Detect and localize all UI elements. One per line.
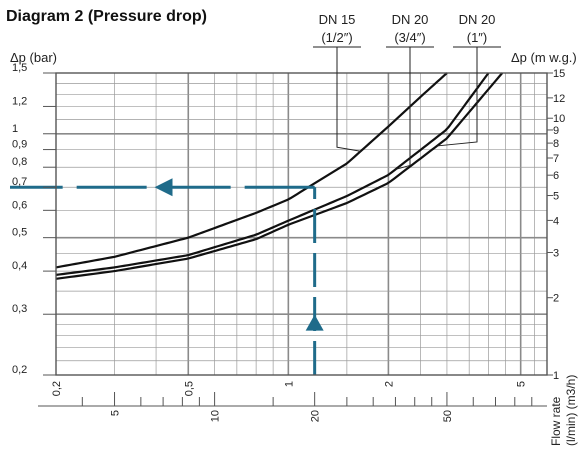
series-label-line1: DN 20: [392, 12, 429, 27]
series-label-line1: DN 15: [319, 12, 356, 27]
left-axis-label: Δp (bar): [10, 50, 57, 65]
right-tick-label: 2: [553, 293, 559, 305]
x-tick-label-m3h: 0,2: [51, 381, 63, 396]
right-tick-label: 5: [553, 191, 559, 203]
series-label-line1: DN 20: [459, 12, 496, 27]
lmin-tick-label: 50: [442, 410, 454, 422]
left-tick-label: 0,3: [12, 303, 27, 315]
x-tick-label-m3h: 2: [383, 381, 395, 387]
guide-arrow-up: [305, 314, 324, 331]
plot-frame: [55, 72, 548, 376]
x-axis-label-line1: Flow rate: [549, 396, 563, 446]
x-tick-label-m3h: 0,5: [183, 381, 195, 396]
series-label-leader: [336, 47, 361, 152]
curve-series-1: [55, 72, 448, 269]
lmin-tick-label: 5: [110, 410, 122, 416]
right-tick-label: 4: [553, 215, 559, 227]
right-tick-label: 6: [553, 170, 559, 182]
grid-lines: [55, 72, 548, 375]
right-tick-label: 3: [553, 247, 559, 259]
right-axis-label: Δp (m w.g.): [511, 50, 577, 65]
left-tick-label: 1,2: [12, 95, 27, 107]
lmin-tick-label: 20: [310, 410, 322, 422]
left-tick-label: 0,9: [12, 139, 27, 151]
tick-labels: 0,20,30,40,50,60,70,80,911,21,5123456789…: [12, 62, 565, 396]
right-tick-label: 9: [553, 125, 559, 137]
right-tick-label: 15: [553, 68, 565, 80]
left-tick-label: 0,8: [12, 156, 27, 168]
x-tick-label-m3h: 5: [516, 381, 528, 387]
series-labels: DN 15 (1/2″) DN 20 (3/4″) DN 20 (1″): [313, 12, 501, 170]
right-tick-label: 7: [553, 153, 559, 165]
right-tick-label: 12: [553, 93, 565, 105]
left-tick-label: 0,2: [12, 364, 27, 376]
series-label-leader: [436, 47, 478, 147]
left-tick-label: 0,7: [12, 176, 27, 188]
series-label-leader: [395, 47, 411, 170]
left-tick-label: 1,5: [12, 62, 27, 74]
x-tick-label-m3h: 1: [283, 381, 295, 387]
left-tick-label: 0,6: [12, 199, 27, 211]
plot-border: [55, 72, 548, 376]
left-tick-label: 1: [12, 123, 18, 135]
lmin-tick-label: 10: [210, 410, 222, 422]
curve-series-3: [55, 72, 504, 280]
series-label-line2: (1″): [467, 30, 488, 45]
series-label-line2: (3/4″): [394, 30, 425, 45]
left-tick-label: 0,4: [12, 260, 27, 272]
series-label-line2: (1/2″): [321, 30, 352, 45]
right-tick-label: 8: [553, 138, 559, 150]
x-axis-label-line2: (l/min) (m3/h): [564, 375, 578, 446]
guide-arrow-left: [154, 178, 173, 197]
lmin-axis: 5 10 20 50: [38, 392, 547, 422]
curves: [55, 72, 504, 280]
reading-guide: [10, 178, 324, 375]
left-tick-label: 0,5: [12, 227, 27, 239]
curve-series-2: [55, 72, 490, 276]
right-tick-label: 10: [553, 113, 565, 125]
chart-title: Diagram 2 (Pressure drop): [6, 8, 207, 25]
right-tick-label: 1: [553, 370, 559, 382]
